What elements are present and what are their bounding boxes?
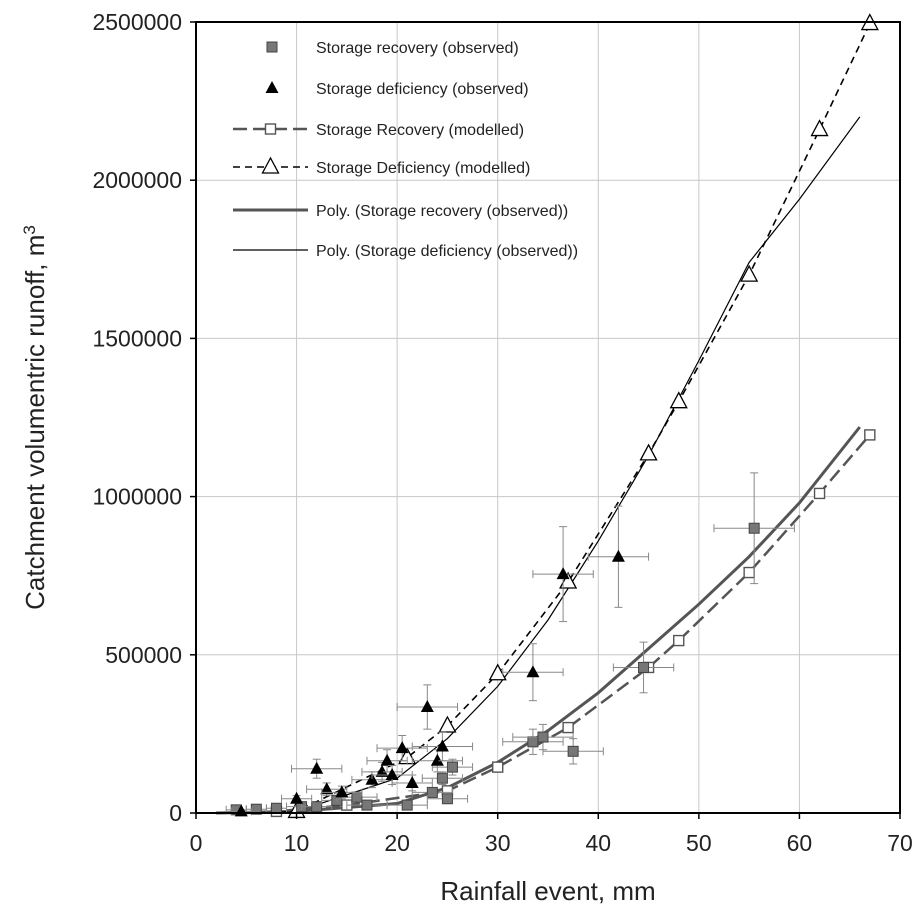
x-tick-label: 50: [686, 830, 712, 856]
legend: Storage recovery (observed) Storage defic…: [233, 40, 578, 260]
data-point: [526, 665, 540, 678]
data-point: [813, 487, 826, 500]
data-point: [748, 522, 760, 534]
legend-item: Storage deficiency (observed): [265, 81, 529, 98]
grid: [196, 22, 900, 813]
data-point: [638, 661, 650, 673]
data-point: [669, 391, 688, 409]
data-point: [743, 566, 755, 579]
series-2: [246, 429, 876, 818]
series-0: [225, 472, 795, 816]
data-point: [395, 741, 409, 754]
data-point: [311, 801, 323, 813]
legend-label: Storage Recovery (modelled): [316, 122, 524, 139]
data-point: [438, 715, 457, 733]
data-point: [810, 119, 829, 137]
data-point: [420, 700, 434, 713]
data-point: [270, 802, 282, 814]
data-point: [864, 429, 876, 441]
x-axis-ticks: 0 10 20 30 40 50 60 70: [190, 813, 913, 856]
data-point: [492, 761, 504, 773]
data-point: [290, 791, 304, 804]
legend-marker: [266, 41, 278, 53]
legend-item: Storage recovery (observed): [266, 40, 519, 57]
data-point: [385, 768, 399, 781]
series-1: [230, 505, 650, 817]
legend-label: Storage Deficiency (modelled): [316, 160, 530, 177]
legend-marker: [261, 156, 280, 174]
legend-label: Storage deficiency (observed): [316, 81, 529, 98]
legend-item: Poly. (Storage recovery (observed)): [233, 203, 568, 220]
series-4: [216, 426, 861, 815]
legend-item: Storage Deficiency (modelled): [233, 156, 530, 177]
series-line: [246, 434, 871, 815]
data-point: [320, 782, 334, 795]
data-point: [611, 549, 625, 562]
data-point: [740, 264, 759, 282]
plot-frame: [195, 21, 901, 814]
x-tick-label: 0: [190, 830, 203, 856]
y-tick-label: 2000000: [92, 167, 182, 193]
data-point: [426, 786, 438, 798]
data-point: [310, 761, 324, 774]
data-point: [527, 736, 539, 748]
y-tick-label: 2500000: [92, 9, 182, 35]
legend-label: Poly. (Storage recovery (observed)): [316, 203, 568, 220]
data-point: [380, 753, 394, 766]
x-tick-label: 70: [887, 830, 913, 856]
y-axis-ticks: 0 500000 1000000 1500000 2000000 2500000: [92, 9, 196, 826]
data-point: [375, 764, 389, 777]
x-tick-label: 40: [585, 830, 611, 856]
legend-label: Storage recovery (observed): [316, 40, 519, 57]
series-line: [216, 426, 861, 815]
x-tick-label: 10: [284, 830, 310, 856]
y-tick-label: 500000: [105, 642, 182, 668]
legend-label: Poly. (Storage deficiency (observed)): [316, 243, 578, 260]
data-point: [435, 739, 449, 752]
data-point: [361, 799, 373, 811]
legend-marker: [265, 81, 279, 93]
y-tick-label: 0: [169, 800, 182, 826]
data-layer: [216, 13, 879, 819]
legend-item: Storage Recovery (modelled): [233, 122, 524, 139]
y-tick-label: 1000000: [92, 484, 182, 510]
y-axis-title-unit-superscript: 3: [20, 225, 39, 234]
series-line: [266, 23, 871, 814]
data-point: [673, 634, 685, 647]
data-point: [335, 785, 349, 798]
x-tick-label: 20: [384, 830, 410, 856]
data-point: [537, 731, 549, 743]
y-axis-title-main: Catchment volumentric runoff, m: [20, 235, 50, 610]
series-5: [246, 116, 861, 814]
data-point: [351, 791, 363, 803]
data-point: [562, 721, 574, 734]
data-point: [441, 793, 453, 805]
legend-marker: [264, 123, 277, 135]
data-point: [401, 799, 413, 811]
data-point: [488, 663, 507, 681]
data-point: [567, 745, 579, 757]
x-tick-label: 30: [485, 830, 511, 856]
data-point: [446, 761, 458, 773]
data-point: [430, 753, 444, 766]
y-tick-label: 1500000: [92, 325, 182, 351]
x-tick-label: 60: [787, 830, 813, 856]
data-point: [559, 571, 578, 589]
x-axis-title: Rainfall event, mm: [440, 876, 655, 906]
data-point: [639, 443, 658, 461]
data-point: [436, 772, 448, 784]
data-point: [405, 775, 419, 788]
data-point: [556, 567, 570, 580]
legend-item: Poly. (Storage deficiency (observed)): [233, 243, 578, 260]
series-line: [246, 116, 861, 814]
y-axis-title: Catchment volumentric runoff, m3: [20, 225, 51, 610]
